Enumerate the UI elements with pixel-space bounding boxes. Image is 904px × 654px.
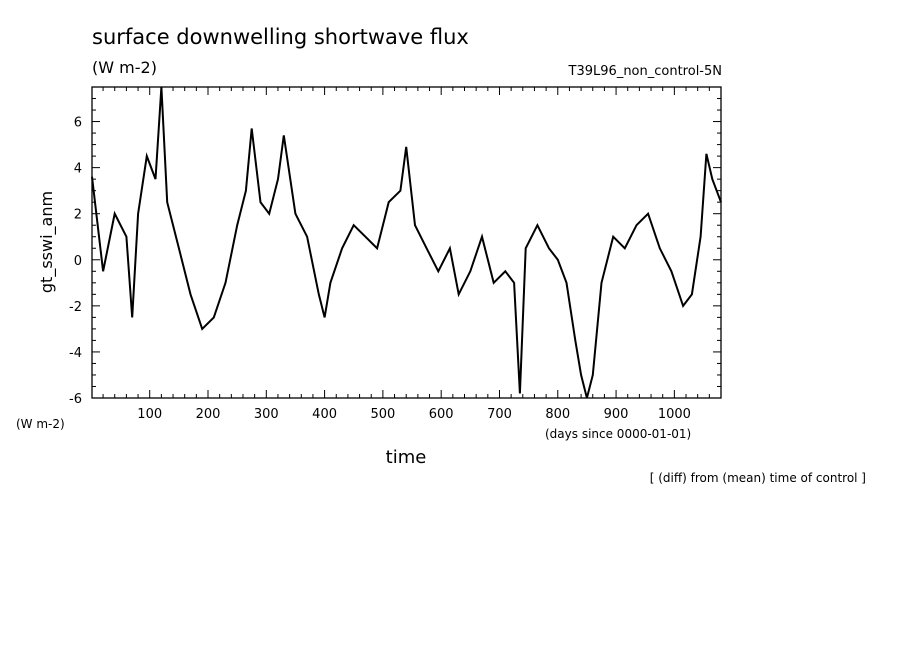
x-axis-tick-labels: 100 200 300 400 500 600 700 800 900 1000 [137, 407, 691, 422]
x-tick-label: 800 [545, 407, 570, 422]
series-line-0 [91, 86, 722, 399]
x-tick-label: 900 [604, 407, 629, 422]
x-axis-label: time [386, 447, 427, 468]
y-tick-label: -6 [69, 392, 82, 407]
y-tick-label: -4 [69, 346, 82, 361]
chart-title: surface downwelling shortwave flux [92, 25, 469, 49]
x-tick-label: 600 [429, 407, 454, 422]
y-axis-units: (W m-2) [16, 417, 65, 431]
series-layer [91, 86, 722, 399]
y-tick-label: -2 [69, 300, 82, 315]
x-tick-label: 1000 [658, 407, 691, 422]
x-tick-label: 100 [137, 407, 162, 422]
x-tick-label: 200 [196, 407, 221, 422]
y-tick-label: 4 [74, 162, 82, 177]
run-name: T39L96_non_control-5N [568, 64, 722, 79]
x-tick-label: 700 [487, 407, 512, 422]
x-axis-units: (days since 0000-01-01) [545, 427, 691, 441]
y-tick-label: 2 [74, 208, 82, 223]
chart-units: (W m-2) [92, 58, 157, 77]
x-tick-label: 500 [370, 407, 395, 422]
y-tick-label: 0 [74, 254, 82, 269]
y-axis-label: gt_sswi_anm [37, 191, 57, 293]
y-axis-ticks [92, 98, 721, 399]
x-tick-label: 400 [312, 407, 337, 422]
y-axis-tick-labels: -6 -4 -2 0 2 4 6 [69, 116, 82, 407]
y-tick-label: 6 [74, 116, 82, 131]
x-tick-label: 300 [254, 407, 279, 422]
note: [ (diff) from (mean) time of control ] [650, 471, 866, 485]
